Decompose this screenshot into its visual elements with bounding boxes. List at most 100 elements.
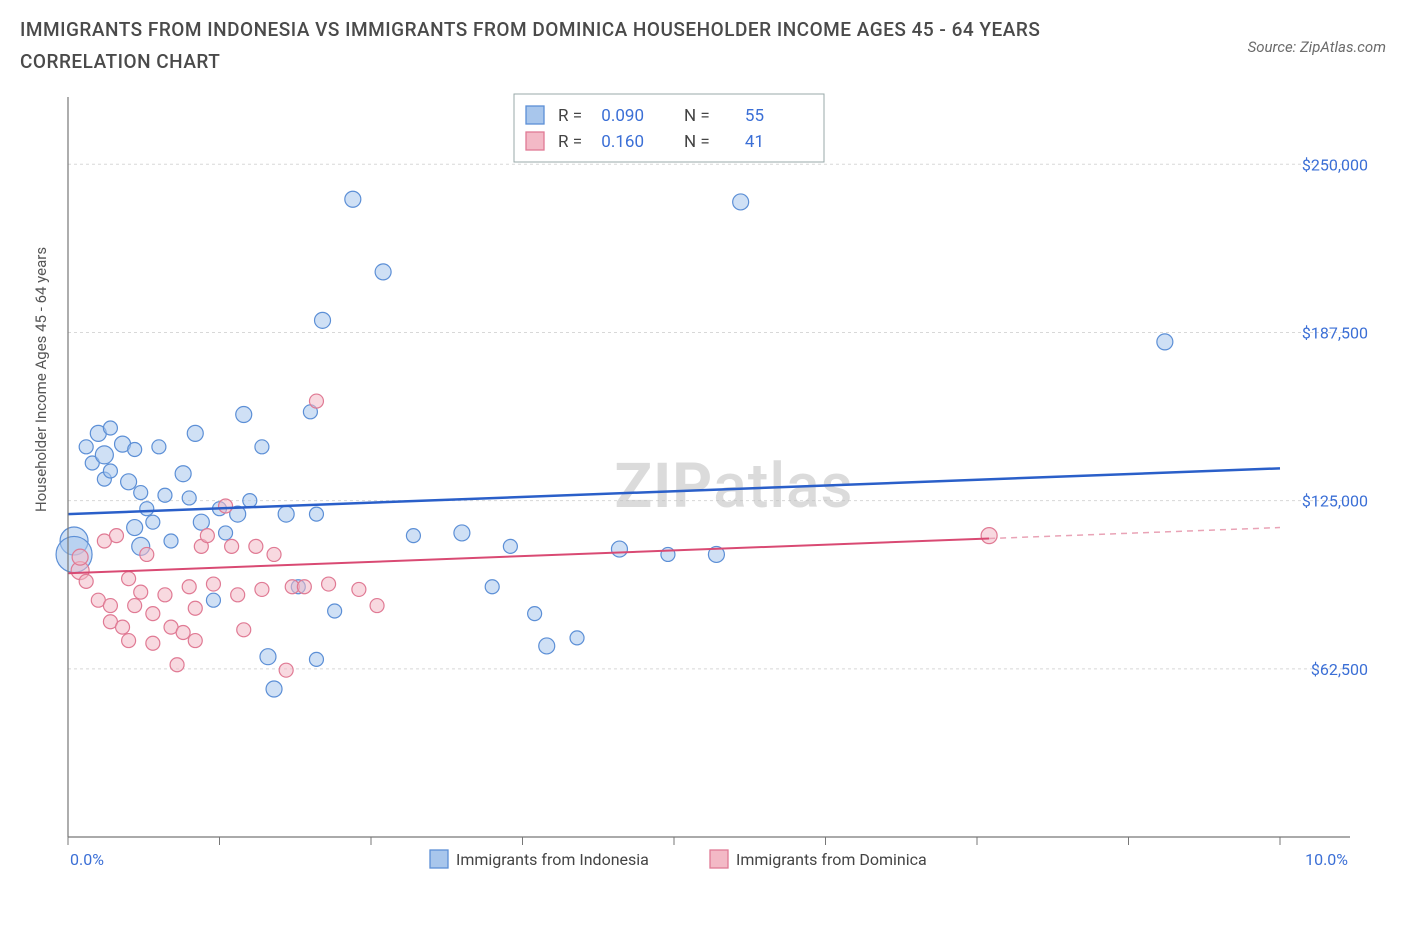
legend-r-value: 0.160 xyxy=(601,132,644,152)
data-point-dominica xyxy=(134,585,148,599)
y-tick-label: $125,000 xyxy=(1302,492,1368,511)
plot-area: Householder Income Ages 45 - 64 years $6… xyxy=(50,92,1380,872)
data-point-indonesia xyxy=(570,631,584,645)
legend-n-label: N = xyxy=(684,106,710,126)
legend-n-label: N = xyxy=(684,132,710,152)
data-point-indonesia xyxy=(146,515,160,529)
scatter-plot-svg: $62,500$125,000$187,500$250,000ZIPatlas0… xyxy=(50,92,1380,887)
legend-r-label: R = xyxy=(558,106,582,126)
data-point-dominica xyxy=(352,582,366,596)
data-point-dominica xyxy=(122,634,136,648)
data-point-indonesia xyxy=(309,507,323,521)
data-point-indonesia xyxy=(255,440,269,454)
data-point-dominica xyxy=(237,623,251,637)
chart-title: IMMIGRANTS FROM INDONESIA VS IMMIGRANTS … xyxy=(20,14,1120,79)
data-point-dominica xyxy=(146,607,160,621)
data-point-indonesia xyxy=(182,491,196,505)
data-point-dominica xyxy=(981,528,997,544)
data-point-dominica xyxy=(225,539,239,553)
data-point-indonesia xyxy=(243,494,257,508)
data-point-indonesia xyxy=(260,649,276,665)
data-point-indonesia xyxy=(309,652,323,666)
data-point-dominica xyxy=(170,658,184,672)
data-point-indonesia xyxy=(611,541,627,557)
data-point-dominica xyxy=(128,599,142,613)
data-point-indonesia xyxy=(278,506,294,522)
data-point-indonesia xyxy=(121,474,137,490)
data-point-indonesia xyxy=(528,607,542,621)
data-point-indonesia xyxy=(95,446,113,464)
data-point-dominica xyxy=(72,549,88,565)
data-point-indonesia xyxy=(103,464,117,478)
data-point-dominica xyxy=(122,572,136,586)
data-point-indonesia xyxy=(175,466,191,482)
data-point-indonesia xyxy=(315,312,331,328)
y-tick-label: $187,500 xyxy=(1302,323,1368,342)
y-tick-label: $250,000 xyxy=(1302,155,1368,174)
data-point-dominica xyxy=(146,636,160,650)
data-point-indonesia xyxy=(79,440,93,454)
data-point-dominica xyxy=(176,625,190,639)
data-point-dominica xyxy=(206,577,220,591)
y-tick-label: $62,500 xyxy=(1311,660,1368,679)
data-point-dominica xyxy=(267,547,281,561)
x-tick-label: 0.0% xyxy=(70,850,104,869)
legend-swatch xyxy=(526,132,544,150)
data-point-dominica xyxy=(200,529,214,543)
data-point-indonesia xyxy=(485,580,499,594)
data-point-indonesia xyxy=(236,407,252,423)
x-tick-label: 10.0% xyxy=(1305,850,1348,869)
legend-series-label: Immigrants from Dominica xyxy=(736,850,927,869)
data-point-indonesia xyxy=(328,604,342,618)
chart-header: IMMIGRANTS FROM INDONESIA VS IMMIGRANTS … xyxy=(0,0,1406,87)
data-point-indonesia xyxy=(733,194,749,210)
legend-n-value: 55 xyxy=(745,106,764,126)
data-point-dominica xyxy=(255,582,269,596)
data-point-indonesia xyxy=(375,264,391,280)
data-point-indonesia xyxy=(127,520,143,536)
legend-swatch xyxy=(526,106,544,124)
data-point-dominica xyxy=(322,577,336,591)
data-point-indonesia xyxy=(103,421,117,435)
source-label: Source: ZipAtlas.com xyxy=(1248,38,1386,56)
data-point-indonesia xyxy=(454,525,470,541)
data-point-indonesia xyxy=(206,593,220,607)
legend-r-label: R = xyxy=(558,132,582,152)
data-point-indonesia xyxy=(1157,334,1173,350)
data-point-dominica xyxy=(309,394,323,408)
legend-series-label: Immigrants from Indonesia xyxy=(456,850,649,869)
data-point-indonesia xyxy=(128,443,142,457)
data-point-indonesia xyxy=(164,534,178,548)
data-point-dominica xyxy=(249,539,263,553)
data-point-indonesia xyxy=(266,681,282,697)
trend-line-dash-dominica xyxy=(989,528,1280,539)
data-point-dominica xyxy=(79,574,93,588)
data-point-dominica xyxy=(116,620,130,634)
data-point-indonesia xyxy=(140,502,154,516)
data-point-indonesia xyxy=(152,440,166,454)
legend-r-value: 0.090 xyxy=(601,106,644,126)
data-point-dominica xyxy=(158,588,172,602)
legend-swatch xyxy=(710,850,728,868)
data-point-indonesia xyxy=(406,529,420,543)
data-point-dominica xyxy=(140,547,154,561)
data-point-dominica xyxy=(109,529,123,543)
data-point-dominica xyxy=(231,588,245,602)
data-point-dominica xyxy=(370,599,384,613)
legend-swatch xyxy=(430,850,448,868)
y-axis-label: Householder Income Ages 45 - 64 years xyxy=(32,247,50,512)
data-point-dominica xyxy=(279,663,293,677)
data-point-indonesia xyxy=(539,638,555,654)
data-point-indonesia xyxy=(345,191,361,207)
data-point-indonesia xyxy=(158,488,172,502)
data-point-dominica xyxy=(188,601,202,615)
data-point-indonesia xyxy=(503,539,517,553)
data-point-dominica xyxy=(219,499,233,513)
legend-n-value: 41 xyxy=(745,132,764,152)
data-point-dominica xyxy=(103,599,117,613)
data-point-dominica xyxy=(297,580,311,594)
data-point-indonesia xyxy=(193,514,209,530)
data-point-dominica xyxy=(182,580,196,594)
data-point-dominica xyxy=(188,634,202,648)
data-point-indonesia xyxy=(187,425,203,441)
